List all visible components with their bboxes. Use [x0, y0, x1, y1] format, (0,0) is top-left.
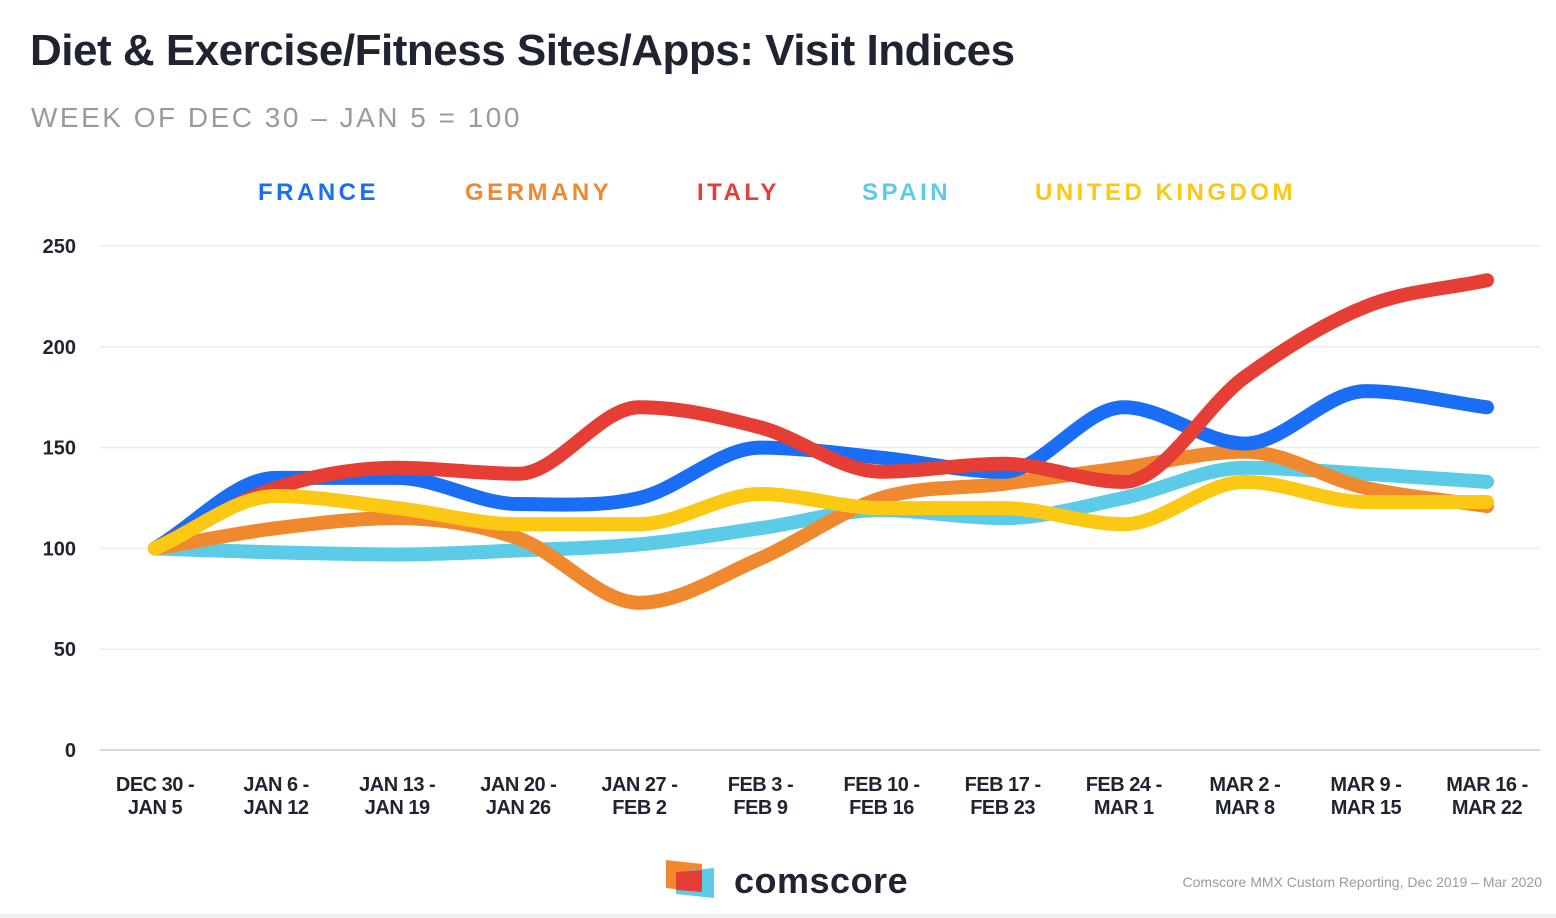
- chart-title: Diet & Exercise/Fitness Sites/Apps: Visi…: [30, 26, 1015, 75]
- x-axis-ticks: DEC 30 -JAN 5 JAN 6 -JAN 12 JAN 13 -JAN 19…: [116, 774, 1528, 819]
- grid-lines: [100, 245, 1540, 751]
- series-line-germany: [148, 444, 1494, 610]
- y-tick-label: 0: [65, 740, 76, 762]
- legend-item: SPAIN: [862, 179, 951, 206]
- series-line-united-kingdom: [148, 474, 1494, 556]
- series-line-spain: [148, 460, 1494, 562]
- x-tick-label: MAR 2 -MAR 8: [1209, 774, 1280, 819]
- x-tick-label: JAN 6 -JAN 12: [243, 774, 308, 819]
- y-tick-label: 150: [43, 438, 76, 460]
- legend-item: ITALY: [697, 179, 780, 206]
- x-tick-label: FEB 3 -FEB 9: [728, 774, 793, 819]
- source-note: Comscore MMX Custom Reporting, Dec 2019 …: [1182, 874, 1542, 890]
- y-axis-ticks: 0 50 100 150 200 250: [43, 236, 76, 762]
- series-lines: [148, 273, 1494, 610]
- x-tick-label: MAR 16 -MAR 22: [1446, 774, 1528, 819]
- bottom-divider: [0, 914, 1556, 918]
- x-tick-label: MAR 9 -MAR 15: [1330, 774, 1401, 819]
- x-tick-label: FEB 24 -MAR 1: [1086, 774, 1162, 819]
- legend-item: GERMANY: [465, 179, 612, 206]
- legend-item: UNITED KINGDOM: [1035, 179, 1296, 206]
- comscore-logo-icon: [666, 860, 714, 898]
- x-tick-label: JAN 13 -JAN 19: [359, 774, 435, 819]
- logo-text: comscore: [734, 860, 909, 901]
- y-tick-label: 250: [43, 236, 76, 258]
- line-chart: 0 50 100 150 200 250 DEC 30 -JAN 5 JAN 6 -JAN …: [43, 179, 1540, 819]
- y-tick-label: 200: [43, 337, 76, 359]
- legend-item: FRANCE: [258, 179, 379, 206]
- chart-subtitle: WEEK OF DEC 30 – JAN 5 = 100: [31, 102, 522, 133]
- y-tick-label: 50: [54, 639, 76, 661]
- x-tick-label: FEB 10 -FEB 16: [844, 774, 920, 819]
- x-tick-label: JAN 27 -FEB 2: [601, 774, 677, 819]
- x-tick-label: JAN 20 -JAN 26: [480, 774, 556, 819]
- y-tick-label: 100: [43, 538, 76, 560]
- x-tick-label: DEC 30 -JAN 5: [116, 774, 194, 819]
- comscore-logo: comscore: [664, 858, 924, 904]
- legend: FRANCE GERMANY ITALY SPAIN UNITED KINGDOM: [258, 179, 1296, 206]
- series-line-italy: [148, 273, 1494, 556]
- x-tick-label: FEB 17 -FEB 23: [965, 774, 1041, 819]
